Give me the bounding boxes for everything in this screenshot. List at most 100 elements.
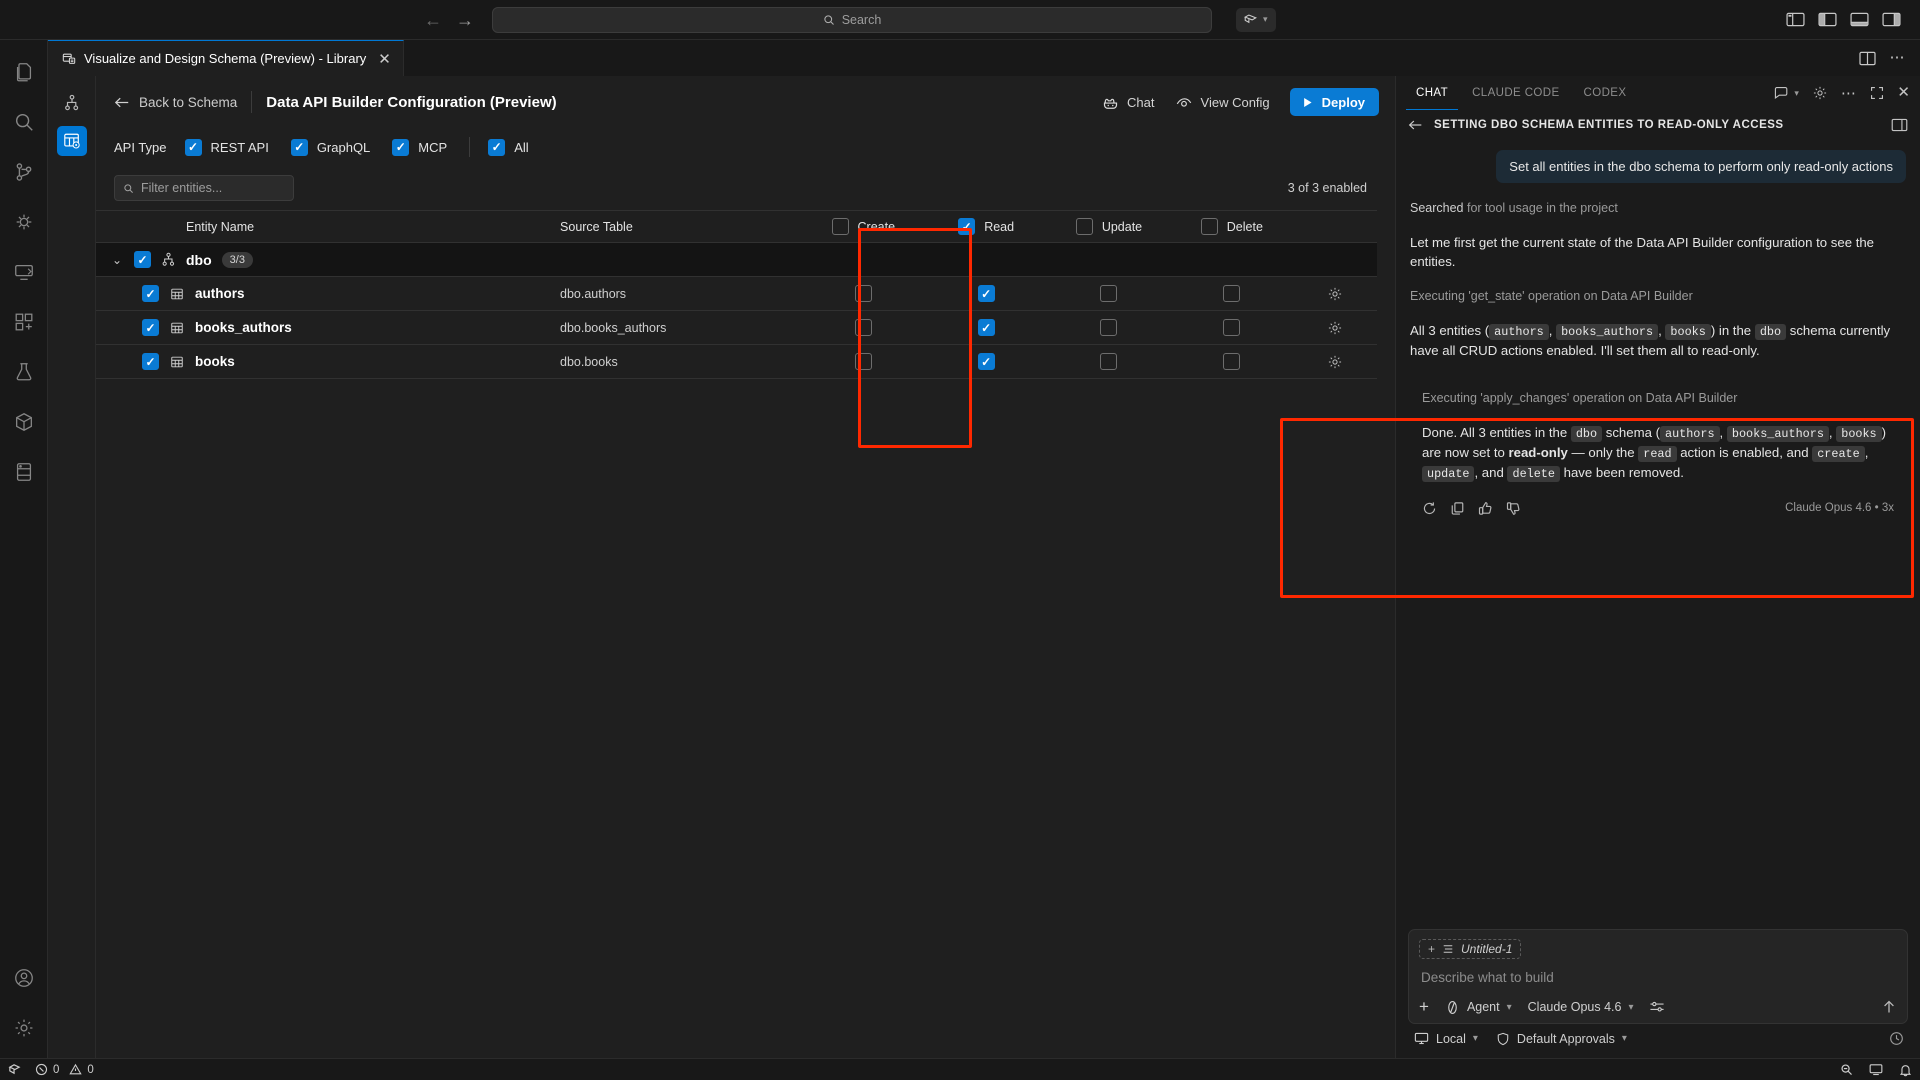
tab-codex[interactable]: CODEX: [1583, 86, 1627, 99]
entity-create-cell[interactable]: [801, 310, 925, 345]
activity-item-containers[interactable]: [0, 398, 48, 446]
tools-button[interactable]: [1649, 1000, 1665, 1014]
remote-indicator[interactable]: ▾: [1236, 7, 1276, 32]
copy-icon[interactable]: [1450, 501, 1465, 516]
thumbs-up-icon[interactable]: [1478, 501, 1493, 516]
composer-placeholder[interactable]: Describe what to build: [1421, 970, 1554, 985]
chat-composer[interactable]: + Untitled-1 Describe what to build: [1408, 929, 1908, 1024]
checkbox-create-all[interactable]: [831, 218, 849, 235]
history-icon[interactable]: [1889, 1031, 1904, 1046]
editor-tab-visualize-schema[interactable]: Visualize and Design Schema (Preview) - …: [48, 40, 404, 76]
checkbox-graphql[interactable]: [290, 138, 308, 156]
comment-icon[interactable]: [1774, 86, 1790, 100]
checkbox-read-authors[interactable]: [977, 285, 995, 302]
table-row[interactable]: authors dbo.authors: [96, 276, 1377, 311]
checkbox-delete-books[interactable]: [1223, 353, 1241, 370]
table-row[interactable]: books dbo.books: [96, 344, 1377, 379]
column-header-read[interactable]: Read: [924, 210, 1048, 243]
api-type-all[interactable]: All: [488, 138, 529, 156]
entity-settings-cell[interactable]: [1293, 310, 1377, 345]
activity-item-run-and-debug[interactable]: [0, 198, 48, 246]
api-type-rest[interactable]: REST API: [184, 138, 269, 156]
split-editor-icon[interactable]: [1858, 51, 1876, 66]
column-header-create[interactable]: Create: [801, 210, 925, 243]
chevron-down-icon[interactable]: ▾: [1794, 87, 1799, 98]
tab-chat[interactable]: CHAT: [1406, 76, 1459, 110]
entity-delete-cell[interactable]: [1170, 310, 1294, 345]
checkbox-create-authors[interactable]: [854, 285, 872, 302]
entity-settings-cell[interactable]: [1293, 344, 1377, 379]
customize-layout-icon[interactable]: [1786, 12, 1806, 28]
entity-read-cell[interactable]: [924, 276, 1048, 311]
checkbox-group-dbo[interactable]: [134, 251, 151, 268]
gear-icon[interactable]: [1812, 85, 1828, 101]
checkbox-read-books[interactable]: [977, 353, 995, 370]
approvals-selector[interactable]: Default Approvals ▾: [1496, 1032, 1627, 1046]
column-header-delete[interactable]: Delete: [1170, 210, 1294, 243]
checkbox-create-books-authors[interactable]: [854, 319, 872, 336]
checkbox-delete-all[interactable]: [1200, 218, 1218, 235]
entity-read-cell[interactable]: [924, 310, 1048, 345]
notifications-status[interactable]: [1899, 1063, 1912, 1077]
activity-item-settings[interactable]: [0, 1004, 48, 1052]
entity-update-cell[interactable]: [1047, 344, 1171, 379]
activity-item-source-control[interactable]: [0, 148, 48, 196]
ellipsis-icon[interactable]: ⋯: [1889, 49, 1906, 66]
panel-right-icon[interactable]: [1891, 118, 1908, 132]
checkbox-all[interactable]: [488, 138, 506, 156]
command-center-search[interactable]: Search: [492, 6, 1212, 33]
remote-indicator-status[interactable]: [8, 1063, 21, 1076]
activity-item-extensions[interactable]: [0, 298, 48, 346]
checkbox-entity-books[interactable]: [142, 353, 159, 370]
back-to-schema-button[interactable]: Back to Schema: [114, 95, 237, 110]
refresh-icon[interactable]: [1422, 501, 1437, 516]
checkbox-create-books[interactable]: [854, 353, 872, 370]
navigate-forward-icon[interactable]: →: [456, 9, 474, 30]
schema-group-row-dbo[interactable]: ⌄: [96, 242, 1377, 277]
api-type-graphql[interactable]: GraphQL: [290, 138, 370, 156]
close-icon[interactable]: ✕: [1897, 84, 1910, 101]
thumbs-down-icon[interactable]: [1506, 501, 1521, 516]
gear-icon[interactable]: [1293, 320, 1377, 336]
activity-item-accounts[interactable]: [0, 954, 48, 1002]
activity-item-remote-explorer[interactable]: [0, 248, 48, 296]
maximize-icon[interactable]: [1870, 86, 1884, 100]
activity-item-testing[interactable]: [0, 348, 48, 396]
entity-settings-cell[interactable]: [1293, 276, 1377, 311]
checkbox-update-books[interactable]: [1100, 353, 1118, 370]
close-icon[interactable]: ✕: [378, 50, 391, 68]
ellipsis-icon[interactable]: ⋯: [1840, 84, 1858, 102]
checkbox-update-all[interactable]: [1075, 218, 1093, 235]
screencast-status[interactable]: [1869, 1063, 1883, 1076]
entity-update-cell[interactable]: [1047, 310, 1171, 345]
add-context-button[interactable]: +: [1419, 998, 1429, 1015]
checkbox-read-all[interactable]: [958, 218, 976, 235]
table-row[interactable]: books_authors dbo.books_authors: [96, 310, 1377, 345]
checkbox-entity-authors[interactable]: [142, 285, 159, 302]
tab-claude-code[interactable]: CLAUDE CODE: [1472, 86, 1560, 99]
entity-update-cell[interactable]: [1047, 276, 1171, 311]
entity-delete-cell[interactable]: [1170, 276, 1294, 311]
chevron-down-icon[interactable]: ⌄: [111, 252, 123, 267]
checkbox-mcp[interactable]: [392, 138, 410, 156]
column-header-update[interactable]: Update: [1047, 210, 1171, 243]
model-selector[interactable]: Claude Opus 4.6 ▾: [1528, 1000, 1634, 1014]
deploy-button[interactable]: Deploy: [1289, 88, 1379, 116]
zoom-status[interactable]: [1840, 1063, 1853, 1076]
navigate-back-icon[interactable]: ←: [424, 9, 442, 30]
entity-create-cell[interactable]: [801, 276, 925, 311]
entity-read-cell[interactable]: [924, 344, 1048, 379]
checkbox-delete-books-authors[interactable]: [1223, 319, 1241, 336]
activity-item-explorer[interactable]: [0, 48, 48, 96]
entity-create-cell[interactable]: [801, 344, 925, 379]
filter-entities-input[interactable]: Filter entities...: [114, 175, 294, 201]
toggle-secondary-sidebar-icon[interactable]: [1882, 12, 1902, 28]
arrow-left-icon[interactable]: [1408, 119, 1423, 131]
gear-icon[interactable]: [1293, 354, 1377, 370]
activity-item-search[interactable]: [0, 98, 48, 146]
rail-button-api-builder[interactable]: [56, 126, 87, 156]
view-config-button[interactable]: View Config: [1175, 95, 1270, 110]
send-button[interactable]: [1881, 999, 1897, 1015]
gear-icon[interactable]: [1293, 286, 1377, 302]
checkbox-delete-authors[interactable]: [1223, 285, 1241, 302]
